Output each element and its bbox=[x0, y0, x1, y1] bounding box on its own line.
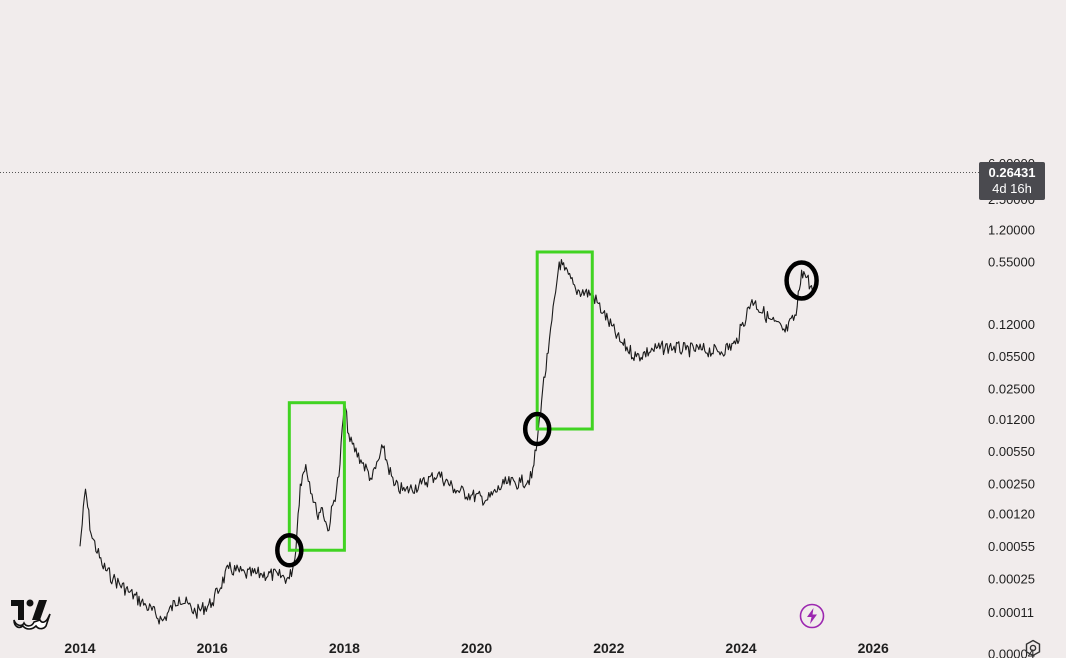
highlight-circle bbox=[522, 411, 552, 447]
x-tick-label: 2024 bbox=[725, 640, 756, 656]
last-price-badge: 0.26431 4d 16h bbox=[979, 162, 1045, 200]
tradingview-logo-icon[interactable] bbox=[10, 596, 52, 630]
x-tick-label: 2016 bbox=[197, 640, 228, 656]
highlight-box bbox=[287, 401, 346, 552]
x-tick-label: 2026 bbox=[858, 640, 889, 656]
candle-countdown: 4d 16h bbox=[992, 181, 1032, 196]
x-tick-label: 2018 bbox=[329, 640, 360, 656]
lightning-icon[interactable] bbox=[799, 603, 825, 629]
price-line bbox=[79, 258, 814, 625]
x-axis: 2014 2016 2018 2020 2022 2024 2026 bbox=[64, 640, 889, 656]
x-tick-label: 2022 bbox=[593, 640, 624, 656]
y-tick-label: 0.55000 bbox=[988, 254, 1035, 269]
y-axis: 6.000002.500001.200000.550000.120000.055… bbox=[988, 156, 1035, 658]
y-tick-label: 0.05500 bbox=[988, 349, 1035, 364]
settings-icon[interactable] bbox=[1024, 639, 1042, 657]
y-tick-label: 0.00055 bbox=[988, 539, 1035, 554]
x-tick-label: 2014 bbox=[64, 640, 95, 656]
highlight-boxes bbox=[287, 250, 594, 552]
y-tick-label: 0.00550 bbox=[988, 444, 1035, 459]
y-tick-label: 0.00011 bbox=[988, 605, 1034, 620]
y-tick-label: 0.00250 bbox=[988, 476, 1035, 491]
y-tick-label: 0.12000 bbox=[988, 317, 1035, 332]
y-tick-label: 0.00025 bbox=[988, 571, 1035, 586]
last-price-value: 0.26431 bbox=[988, 165, 1036, 180]
y-tick-label: 0.00004 bbox=[988, 647, 1035, 658]
y-tick-label: 0.00120 bbox=[988, 507, 1035, 522]
y-tick-label: 0.02500 bbox=[988, 382, 1035, 397]
price-series bbox=[79, 258, 814, 625]
x-tick-label: 2020 bbox=[461, 640, 492, 656]
y-tick-label: 0.01200 bbox=[988, 412, 1035, 427]
y-tick-label: 1.20000 bbox=[988, 222, 1035, 237]
highlight-box bbox=[535, 250, 594, 431]
highlight-circles bbox=[275, 260, 819, 568]
highlight-circle bbox=[784, 260, 819, 301]
highlight-circle bbox=[275, 532, 304, 568]
